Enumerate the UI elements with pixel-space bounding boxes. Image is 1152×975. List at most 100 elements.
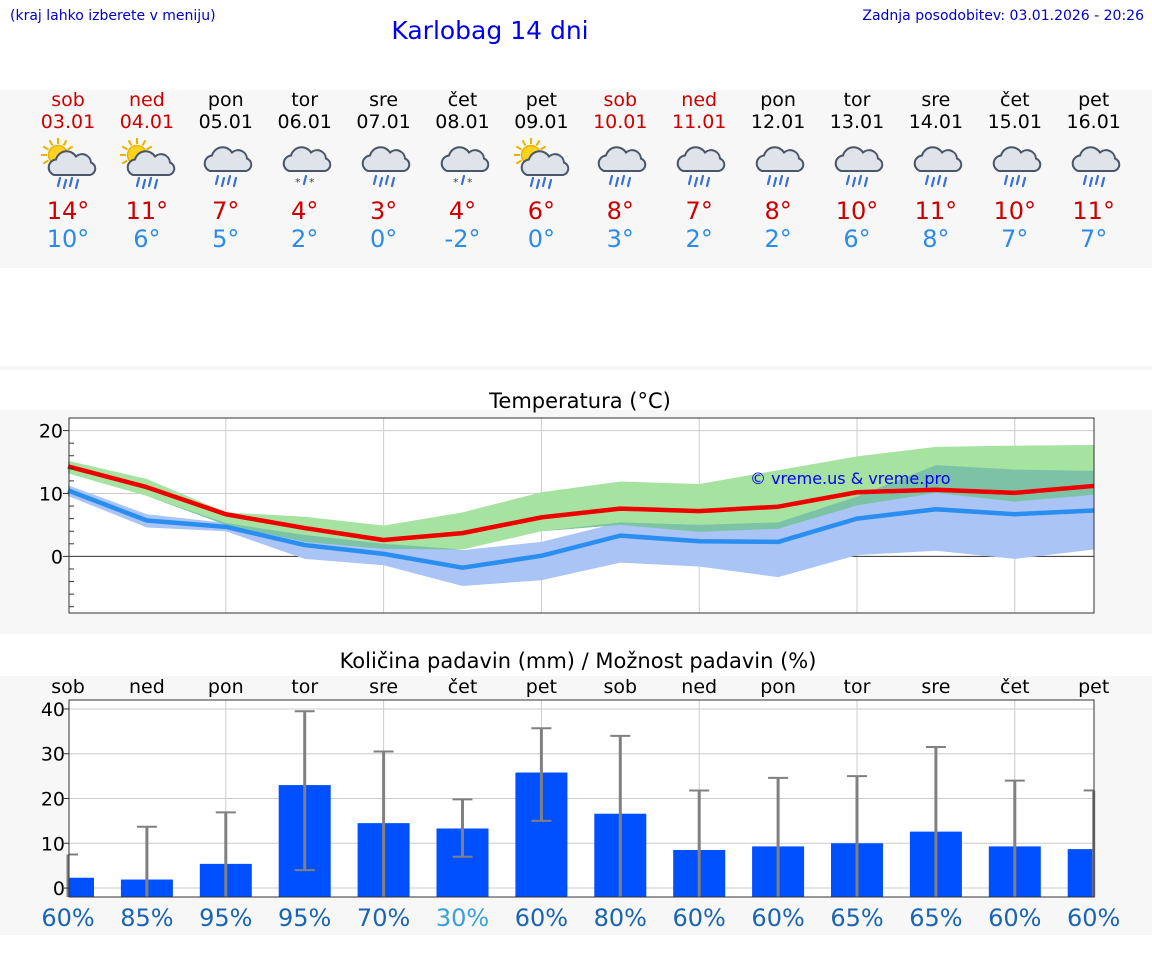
y-tick-label: 10 (39, 483, 63, 505)
temp-min: 5° (212, 225, 240, 253)
x-category-label: sre (369, 676, 398, 698)
temp-min: -2° (444, 225, 481, 253)
precip-probability: 60% (515, 904, 568, 932)
precip-probability: 60% (988, 904, 1041, 932)
day-column: pet 16.01 11° 7° (1054, 89, 1134, 253)
day-column: čet 15.01 10° 7° (975, 89, 1055, 253)
temp-min: 2° (291, 225, 319, 253)
precip-probability: 60% (751, 904, 804, 932)
max-range-band (68, 445, 1094, 550)
day-name: pon (760, 89, 796, 111)
temp-min: 2° (764, 225, 792, 253)
temp-max: 10° (993, 197, 1037, 225)
temp-max: 3° (369, 197, 398, 225)
temp-min: 0° (369, 225, 398, 253)
x-category-label: tor (291, 676, 318, 698)
day-column: tor 13.01 10° 6° (817, 89, 897, 253)
overlap-band (68, 465, 1094, 550)
temp-min: 3° (606, 225, 634, 253)
min-temp-line (67, 488, 1094, 570)
temp-max: 4° (291, 197, 319, 225)
temp-max: 14° (46, 197, 90, 225)
precip-probability: 65% (909, 904, 962, 932)
cloud-sleet-icon: * * (440, 146, 489, 189)
day-date: 12.01 (750, 111, 806, 133)
y-tick-label: 40 (41, 699, 65, 721)
svg-text:*: * (467, 176, 473, 189)
temp-min: 6° (843, 225, 871, 253)
x-category-label: pet (526, 676, 557, 698)
day-column: pon 12.01 8° 2° (738, 89, 818, 253)
day-date: 16.01 (1066, 111, 1121, 133)
page-title: Karlobag 14 dni (391, 16, 589, 45)
precip-bar (69, 877, 94, 897)
day-name: čet (447, 89, 478, 111)
day-date: 15.01 (987, 111, 1042, 133)
day-column: sre 14.01 11° 8° (896, 89, 976, 253)
day-date: 05.01 (198, 111, 253, 133)
day-name: čet (1000, 89, 1030, 111)
max-temp-line (67, 464, 1094, 543)
sun-cloud-rain-icon (41, 138, 97, 190)
x-category-label: čet (448, 676, 478, 698)
day-column: sre 07.01 3° 0° (344, 89, 424, 253)
temp-max: 8° (606, 197, 634, 225)
cloud-rain-icon (676, 146, 726, 188)
day-column: čet 08.01 * * 4° -2° (423, 89, 503, 253)
svg-text:*: * (453, 176, 459, 189)
temp-max: 10° (835, 197, 879, 225)
cloud-rain-icon (913, 146, 963, 188)
day-name: sre (921, 89, 951, 111)
day-column: sob 03.01 14° 10° (28, 89, 108, 253)
day-name: ned (128, 89, 165, 111)
temp-max: 11° (1072, 197, 1115, 225)
precip-probability: 70% (357, 904, 410, 932)
day-name: sob (603, 89, 638, 111)
precip-probability: 95% (278, 904, 331, 932)
chart-title: Temperatura (°C) (488, 389, 671, 413)
x-category-label: sre (921, 676, 950, 698)
plot-frame (68, 417, 1095, 614)
temp-max: 11° (125, 197, 169, 225)
x-category-label: sob (604, 676, 638, 698)
min-range-band (68, 465, 1094, 586)
cloud-rain-icon (361, 146, 410, 188)
temp-max: 7° (685, 197, 713, 225)
temp-min: 2° (685, 225, 713, 253)
day-column: ned 04.01 11° 6° (107, 89, 187, 253)
svg-text:*: * (295, 176, 301, 189)
precip-probability: 95% (199, 904, 252, 932)
precip-probability: 60% (41, 904, 94, 932)
day-column: pon 05.01 7° 5° (186, 89, 266, 253)
sun-cloud-rain-icon (119, 138, 176, 190)
day-date: 10.01 (593, 111, 648, 133)
y-tick-label: 0 (53, 878, 65, 900)
day-name: pon (207, 89, 244, 111)
temp-min: 0° (527, 225, 556, 253)
temp-max: 6° (527, 197, 556, 225)
x-category-label: pon (760, 676, 796, 698)
temp-min: 8° (922, 225, 950, 253)
temp-min: 7° (1080, 225, 1108, 253)
y-tick-label: 20 (39, 421, 63, 443)
day-column: pet 09.01 6° 0° (501, 89, 581, 253)
day-name: sre (369, 89, 399, 111)
day-date: 07.01 (356, 111, 411, 133)
y-tick-label: 0 (51, 546, 63, 568)
x-category-label: ned (129, 676, 165, 698)
day-date: 06.01 (277, 111, 332, 133)
sun-cloud-rain-icon (514, 138, 570, 190)
x-category-label: pet (1078, 676, 1109, 698)
day-name: sob (51, 89, 85, 111)
x-category-label: sob (51, 676, 85, 698)
cloud-sleet-icon: * * (282, 146, 331, 189)
y-tick-label: 30 (41, 744, 65, 766)
day-name: tor (843, 89, 871, 111)
temp-max: 4° (448, 197, 477, 225)
day-date: 13.01 (829, 111, 885, 133)
day-column: sob 10.01 8° 3° (580, 89, 660, 253)
watermark: © vreme.us & vreme.pro (750, 469, 951, 488)
day-name: pet (525, 89, 557, 111)
cloud-rain-icon (598, 146, 647, 188)
location-hint: (kraj lahko izberete v meniju) (10, 8, 216, 24)
